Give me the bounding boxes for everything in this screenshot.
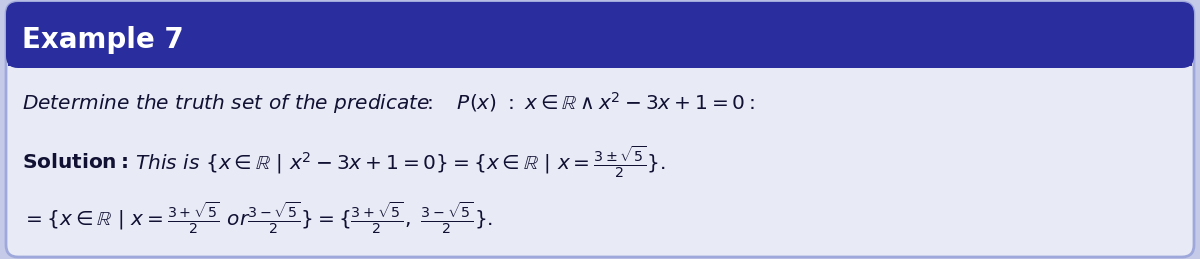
Text: Example 7: Example 7	[22, 26, 184, 54]
Text: $\it{This\ is}$$\ \{x \in \mathbb{R}\ |\ x^2 - 3x + 1 = 0\} = \{x \in \mathbb{R}: $\it{This\ is}$$\ \{x \in \mathbb{R}\ |\…	[134, 144, 666, 180]
Text: $\it{Determine\ the\ truth\ set\ of\ the\ predicate\!\!:}$$\quad P(x)\ :\ x \in : $\it{Determine\ the\ truth\ set\ of\ the…	[22, 90, 755, 116]
FancyBboxPatch shape	[6, 2, 1194, 257]
FancyBboxPatch shape	[6, 2, 1194, 68]
Text: $= \{x \in \mathbb{R}\ |\ x = \frac{3+\sqrt{5}}{2}\ \mathit{or}\frac{3-\sqrt{5}}: $= \{x \in \mathbb{R}\ |\ x = \frac{3+\s…	[22, 200, 493, 236]
Bar	[8, 42, 1192, 66]
Text: $\mathbf{Solution:}$: $\mathbf{Solution:}$	[22, 153, 128, 171]
